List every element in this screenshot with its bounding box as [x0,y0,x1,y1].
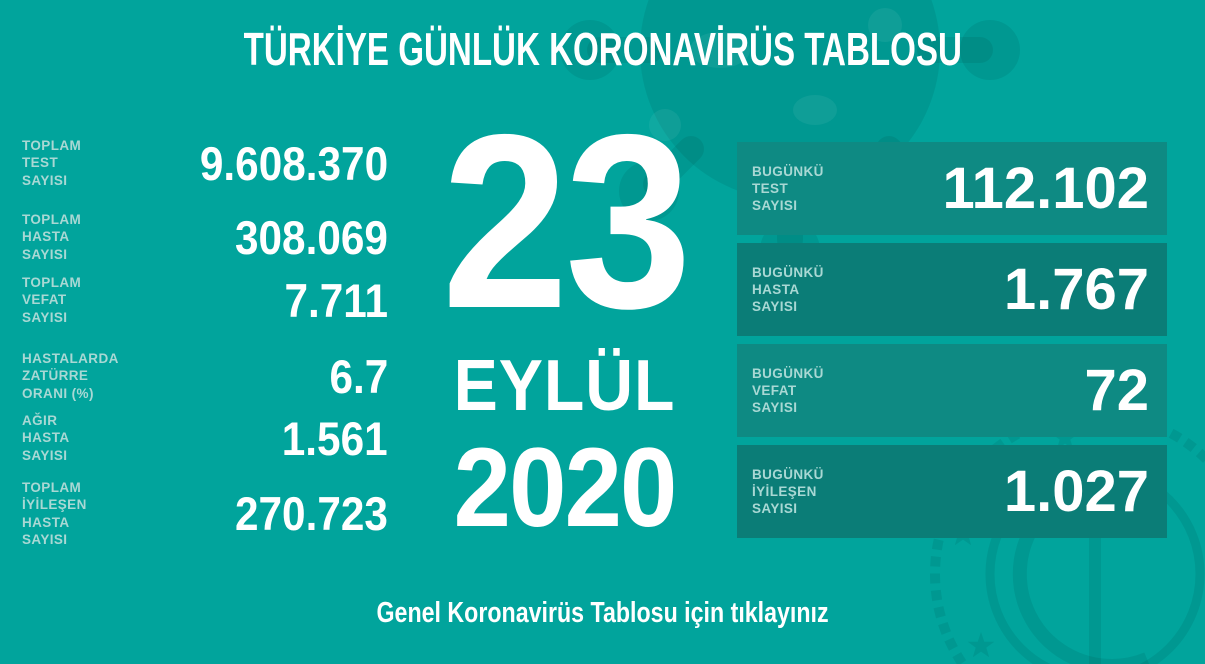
total-cases-label: TOPLAM HASTA SAYISI [22,212,82,262]
total-recovered-value: 270.723 [235,487,388,540]
daily-recovered-card: BUGÜNKÜ İYİLEŞEN SAYISI 1.027 [737,445,1167,538]
date-year: 2020 [454,424,678,550]
date-month: EYLÜL [454,345,676,426]
pneumonia-rate-row: HASTALARDA ZATÜRRE ORANI (%) 6.7 [22,350,388,402]
daily-deaths-value: 72 [1084,357,1149,423]
daily-cases-label: BUGÜNKÜ HASTA SAYISI [752,264,824,315]
daily-cases-card: BUGÜNKÜ HASTA SAYISI 1.767 [737,243,1167,336]
date-display: 23 EYLÜL 2020 [400,82,730,550]
daily-deaths-label: BUGÜNKÜ VEFAT SAYISI [752,365,824,416]
total-cases-value: 308.069 [235,210,388,264]
pneumonia-rate-label: HASTALARDA ZATÜRRE ORANI (%) [22,351,119,401]
general-table-link[interactable]: Genel Koronavirüs Tablosu için tıklayını… [0,597,1205,630]
daily-test-value: 112.102 [942,155,1149,221]
daily-deaths-card: BUGÜNKÜ VEFAT SAYISI 72 [737,344,1167,437]
severe-patients-label: AĞIR HASTA SAYISI [22,413,70,463]
total-deaths-row: TOPLAM VEFAT SAYISI 7.711 [22,274,388,326]
severe-patients-row: AĞIR HASTA SAYISI 1.561 [22,412,388,464]
total-recovered-label: TOPLAM İYİLEŞEN HASTA SAYISI [22,479,87,547]
daily-cases-value: 1.767 [1003,256,1149,322]
total-test-row: TOPLAM TEST SAYISI 9.608.370 [22,137,388,189]
date-day: 23 [441,82,692,360]
severe-patients-value: 1.561 [282,411,388,465]
total-test-label: TOPLAM TEST SAYISI [22,138,82,188]
page-title-text: TÜRKİYE GÜNLÜK KORONAVİRÜS TABLOSU [243,23,962,75]
total-deaths-value: 7.711 [284,273,388,327]
total-cases-row: TOPLAM HASTA SAYISI 308.069 [22,211,388,263]
total-deaths-label: TOPLAM VEFAT SAYISI [22,275,82,325]
general-table-link-text: Genel Koronavirüs Tablosu için tıklayını… [376,597,829,629]
daily-test-card: BUGÜNKÜ TEST SAYISI 112.102 [737,142,1167,235]
daily-recovered-label: BUGÜNKÜ İYİLEŞEN SAYISI [752,466,824,517]
total-test-value: 9.608.370 [199,136,388,190]
pneumonia-rate-value: 6.7 [329,349,388,403]
page-title: TÜRKİYE GÜNLÜK KORONAVİRÜS TABLOSU [0,24,1205,75]
daily-recovered-value: 1.027 [1003,458,1149,524]
daily-test-label: BUGÜNKÜ TEST SAYISI [752,163,824,214]
total-recovered-row: TOPLAM İYİLEŞEN HASTA SAYISI 270.723 [22,479,388,548]
